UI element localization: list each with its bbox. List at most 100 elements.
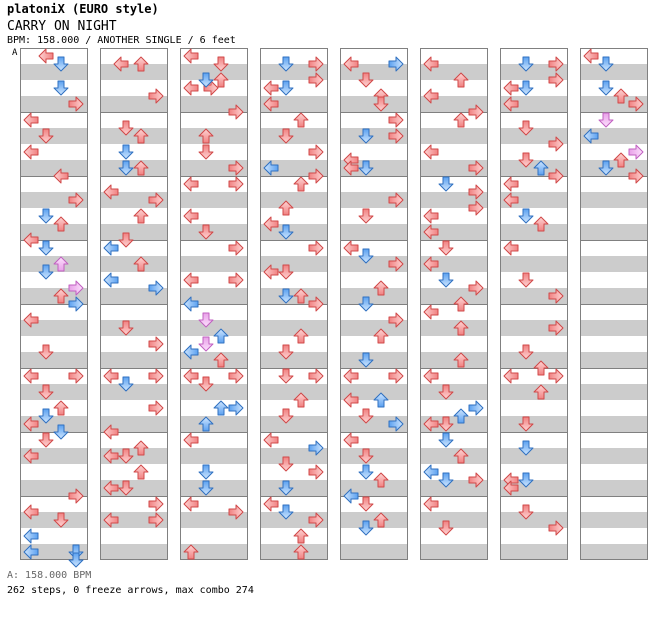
down-arrow-note <box>358 464 374 480</box>
up-arrow-note <box>453 320 469 336</box>
down-arrow-note <box>68 552 84 568</box>
down-arrow-note <box>278 368 294 384</box>
down-arrow-note <box>358 520 374 536</box>
beat-stripe <box>580 320 648 336</box>
beat-stripe <box>260 320 328 336</box>
down-arrow-note <box>278 128 294 144</box>
up-arrow-note <box>133 464 149 480</box>
beat-stripe <box>100 480 168 496</box>
beat-stripe <box>580 128 648 144</box>
down-arrow-note <box>38 432 54 448</box>
beat-stripe <box>340 288 408 304</box>
beat-stripe <box>500 96 568 112</box>
down-arrow-note <box>198 312 214 328</box>
down-arrow-note <box>438 432 454 448</box>
beat-stripe <box>20 416 88 432</box>
up-arrow-note <box>293 288 309 304</box>
beat-stripe <box>180 192 248 208</box>
beat-stripe <box>100 448 168 464</box>
left-arrow-note <box>263 96 279 112</box>
beat-stripe <box>100 288 168 304</box>
beat-stripe <box>20 192 88 208</box>
up-arrow-note <box>183 544 199 560</box>
down-arrow-note <box>278 56 294 72</box>
beat-stripe <box>260 192 328 208</box>
beat-stripe <box>500 512 568 528</box>
left-arrow-note <box>343 240 359 256</box>
up-arrow-note <box>53 256 69 272</box>
left-arrow-note <box>23 528 39 544</box>
down-arrow-note <box>518 152 534 168</box>
column-border <box>260 48 328 560</box>
beat-stripe <box>20 448 88 464</box>
down-arrow-note <box>373 96 389 112</box>
beat-stripe <box>20 96 88 112</box>
beat-stripe <box>580 224 648 240</box>
up-arrow-note <box>293 328 309 344</box>
up-arrow-note <box>373 328 389 344</box>
right-arrow-note <box>468 472 484 488</box>
beat-stripe <box>180 384 248 400</box>
left-arrow-note <box>103 184 119 200</box>
down-arrow-note <box>358 296 374 312</box>
measure-column <box>260 48 328 560</box>
beat-stripe <box>420 160 488 176</box>
left-arrow-note <box>423 496 439 512</box>
left-arrow-note <box>183 208 199 224</box>
up-arrow-note <box>133 160 149 176</box>
beat-stripe <box>340 416 408 432</box>
beat-stripe <box>180 256 248 272</box>
down-arrow-note <box>118 320 134 336</box>
beat-stripe <box>420 96 488 112</box>
down-arrow-note <box>278 224 294 240</box>
right-arrow-note <box>468 280 484 296</box>
right-arrow-note <box>388 416 404 432</box>
down-arrow-note <box>198 72 214 88</box>
beat-stripe <box>260 480 328 496</box>
right-arrow-note <box>68 96 84 112</box>
step-notes <box>23 48 644 568</box>
right-arrow-note <box>228 160 244 176</box>
left-arrow-note <box>183 296 199 312</box>
measure-column <box>180 48 248 560</box>
beat-stripe <box>580 480 648 496</box>
down-arrow-note <box>278 480 294 496</box>
down-arrow-note <box>198 224 214 240</box>
beat-stripe <box>100 544 168 560</box>
right-arrow-note <box>388 312 404 328</box>
left-arrow-note <box>263 216 279 232</box>
up-arrow-note <box>453 112 469 128</box>
right-arrow-note <box>308 240 324 256</box>
beat-stripe <box>420 544 488 560</box>
right-arrow-note <box>148 496 164 512</box>
left-arrow-note <box>263 160 279 176</box>
left-arrow-note <box>423 304 439 320</box>
beat-stripe <box>20 128 88 144</box>
beat-stripe <box>180 448 248 464</box>
beat-stripe <box>340 384 408 400</box>
measure-columns <box>20 48 648 560</box>
beat-stripe <box>340 128 408 144</box>
down-arrow-note <box>278 264 294 280</box>
beat-stripe <box>420 288 488 304</box>
beat-stripe <box>180 512 248 528</box>
beat-stripe <box>180 128 248 144</box>
up-arrow-note <box>198 128 214 144</box>
beat-stripe <box>500 288 568 304</box>
down-arrow-note <box>358 408 374 424</box>
beat-stripe <box>580 96 648 112</box>
right-arrow-note <box>228 504 244 520</box>
right-arrow-note <box>68 192 84 208</box>
down-arrow-note <box>53 56 69 72</box>
right-arrow-note <box>148 88 164 104</box>
down-arrow-note <box>358 352 374 368</box>
left-arrow-note <box>23 232 39 248</box>
up-arrow-note <box>613 88 629 104</box>
left-arrow-note <box>23 144 39 160</box>
beat-stripe <box>580 416 648 432</box>
down-arrow-note <box>518 344 534 360</box>
left-arrow-note <box>423 416 439 432</box>
beat-stripe <box>580 352 648 368</box>
beat-stripe <box>340 256 408 272</box>
down-arrow-note <box>598 160 614 176</box>
